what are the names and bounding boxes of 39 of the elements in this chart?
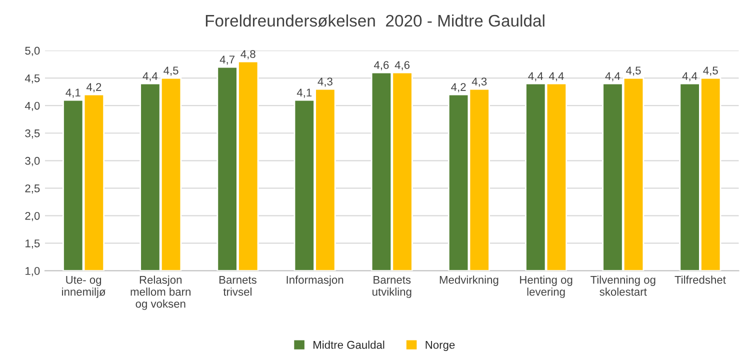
data-label: 4,8 (240, 50, 256, 60)
x-tick-label: Barnets utvikling (372, 276, 412, 298)
data-label: 4,4 (682, 72, 698, 82)
data-label: 4,4 (142, 72, 158, 82)
y-tick-label: 4,5 (24, 74, 40, 84)
y-tick-label: 3,5 (25, 129, 40, 139)
data-label: 4,2 (451, 83, 466, 92)
x-tick-label: Medvirkning (440, 276, 498, 286)
data-label: 4,3 (472, 78, 487, 87)
data-label: 4,4 (548, 72, 564, 82)
y-tick-label: 3,0 (25, 156, 40, 166)
data-label: 4,4 (605, 72, 620, 82)
x-tick-label: Tilvenning og skolestart (590, 276, 656, 296)
y-tick-label: 1,5 (26, 240, 40, 249)
x-tick-label: Relasjon mellom barn og voksen (130, 276, 190, 310)
y-tick-label: 1,0 (26, 267, 40, 276)
data-label: 4,3 (318, 78, 332, 87)
data-label: 4,5 (626, 66, 641, 76)
data-label: 4,5 (164, 66, 178, 76)
data-label: 4,1 (66, 88, 80, 98)
data-label: 4,5 (703, 66, 718, 76)
data-label: 4,4 (528, 72, 544, 82)
data-label: 4,6 (394, 61, 410, 70)
x-tick-label: Informasjon (286, 276, 344, 286)
legend-label: Norge (426, 341, 455, 351)
data-label: 4,2 (86, 83, 102, 92)
x-tick-label: Tilfredshet (674, 276, 726, 284)
y-tick-label: 2,5 (25, 184, 40, 194)
y-tick-label: 2,0 (25, 212, 40, 222)
legend-label: Midtre Gauldal (314, 340, 384, 349)
x-tick-label: Barnets trivsel (219, 276, 256, 296)
x-tick-label: Henting og levering (520, 276, 572, 298)
data-label: 4,1 (296, 88, 312, 98)
x-tick-label: Ute- og innemiljø (62, 276, 106, 298)
chart-title: Foreldreundersøkelsen 2020 - Midtre Gauldal (206, 14, 544, 27)
y-tick-label: 4,0 (24, 102, 40, 112)
data-label: 4,7 (220, 56, 234, 65)
data-label: 4,6 (374, 61, 389, 70)
y-tick-label: 5,0 (25, 46, 40, 56)
